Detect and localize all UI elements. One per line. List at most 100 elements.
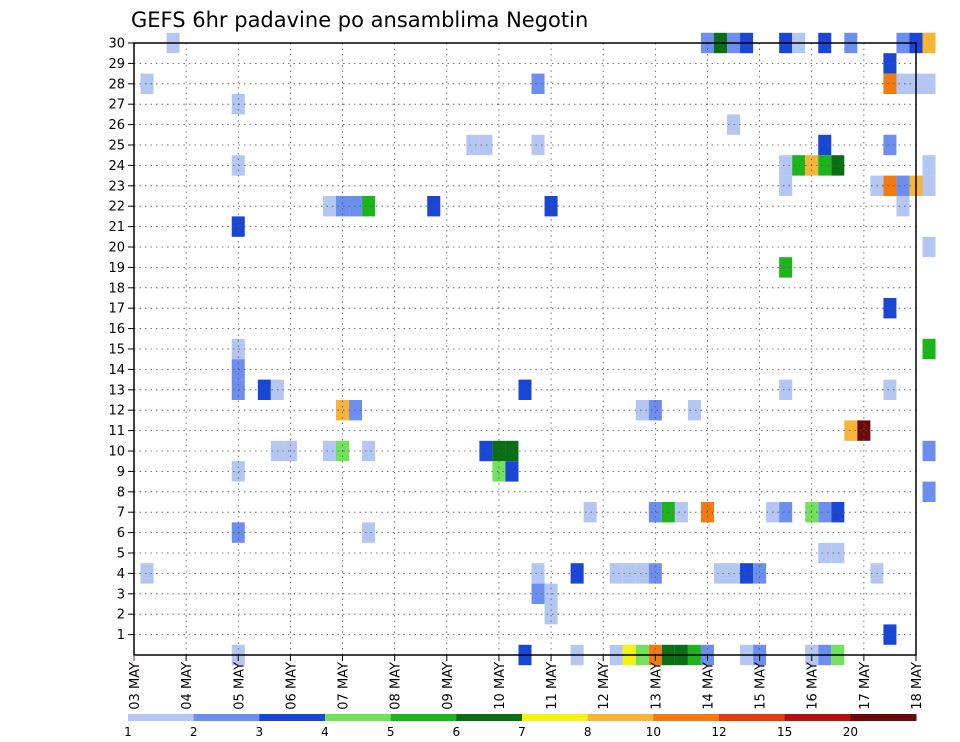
precip-cell bbox=[531, 73, 545, 94]
precip-cell bbox=[896, 73, 910, 94]
x-tick-label: 14 MAY bbox=[701, 662, 716, 710]
precip-cell bbox=[635, 400, 649, 421]
x-tick-label: 04 MAY bbox=[180, 662, 195, 710]
legend-swatch bbox=[193, 714, 260, 721]
color-legend: 1 2 3 4 5 6 7 8 10 12 15 20 bbox=[124, 714, 917, 739]
y-tick-label: 7 bbox=[117, 506, 125, 521]
precip-cell bbox=[922, 73, 936, 94]
precip-cell bbox=[505, 461, 519, 482]
y-tick-label: 26 bbox=[108, 118, 125, 133]
y-tick-label: 5 bbox=[117, 547, 125, 562]
legend-label: 2 bbox=[190, 725, 198, 739]
y-tick-label: 27 bbox=[108, 98, 125, 113]
gridlines bbox=[134, 42, 916, 655]
y-axis: 1234567891011121314151617181920212223242… bbox=[108, 37, 134, 643]
precip-cell bbox=[336, 400, 350, 421]
precip-cell bbox=[779, 502, 793, 523]
y-tick-label: 19 bbox=[108, 261, 125, 276]
y-tick-label: 23 bbox=[108, 179, 125, 194]
y-tick-label: 20 bbox=[108, 241, 125, 256]
x-tick-label: 08 MAY bbox=[389, 662, 404, 710]
precip-cell bbox=[779, 379, 793, 400]
precip-cell bbox=[818, 542, 832, 564]
y-tick-label: 28 bbox=[108, 77, 125, 92]
y-tick-label: 30 bbox=[108, 37, 125, 52]
y-tick-label: 10 bbox=[108, 445, 125, 460]
precip-cell bbox=[257, 379, 271, 400]
x-tick-label: 18 MAY bbox=[910, 662, 925, 710]
y-tick-label: 6 bbox=[117, 526, 125, 541]
legend-swatch bbox=[522, 714, 589, 721]
precip-cell bbox=[349, 400, 363, 421]
legend-label: 8 bbox=[584, 725, 592, 739]
precip-cell bbox=[570, 563, 584, 584]
precip-cell bbox=[818, 134, 832, 156]
precip-cell bbox=[713, 563, 728, 584]
precip-cell bbox=[349, 196, 363, 217]
precip-cell bbox=[583, 502, 597, 523]
y-tick-label: 17 bbox=[108, 302, 125, 317]
x-tick-label: 10 MAY bbox=[493, 662, 508, 710]
x-tick-label: 05 MAY bbox=[232, 662, 247, 710]
x-tick-label: 17 MAY bbox=[858, 662, 873, 710]
x-tick-label: 15 MAY bbox=[754, 662, 769, 710]
precip-cell bbox=[844, 420, 858, 441]
precip-cell bbox=[609, 563, 623, 584]
precip-cell bbox=[531, 583, 545, 604]
legend-swatch bbox=[128, 714, 195, 721]
precip-cell bbox=[336, 196, 350, 217]
precip-cell bbox=[140, 73, 154, 94]
x-tick-label: 13 MAY bbox=[649, 662, 664, 710]
precip-cell bbox=[648, 502, 662, 523]
precip-cell bbox=[883, 134, 897, 156]
legend-label: 15 bbox=[777, 725, 792, 739]
precip-cell bbox=[883, 53, 897, 74]
precip-cell bbox=[922, 338, 936, 360]
precip-cell bbox=[922, 32, 936, 54]
y-tick-label: 29 bbox=[108, 57, 125, 72]
y-tick-label: 21 bbox=[108, 220, 125, 235]
precip-cell bbox=[883, 73, 897, 94]
precip-cell bbox=[779, 155, 793, 176]
precip-cell bbox=[831, 542, 845, 564]
precip-cell bbox=[531, 134, 545, 156]
y-tick-label: 14 bbox=[108, 363, 125, 378]
precip-cell bbox=[362, 196, 376, 217]
y-tick-label: 2 bbox=[117, 608, 125, 623]
precip-cell bbox=[362, 440, 376, 462]
y-tick-label: 22 bbox=[108, 200, 125, 215]
legend-label: 12 bbox=[711, 725, 726, 739]
precip-cell bbox=[466, 134, 480, 156]
x-tick-label: 03 MAY bbox=[128, 662, 143, 710]
legend-label: 1 bbox=[124, 725, 132, 739]
y-tick-label: 13 bbox=[108, 383, 125, 398]
precip-cell bbox=[674, 502, 688, 523]
legend-swatch bbox=[653, 714, 720, 721]
y-tick-label: 9 bbox=[117, 465, 125, 480]
precip-cell bbox=[231, 216, 245, 237]
legend-swatch bbox=[259, 714, 326, 721]
chart-title: GEFS 6hr padavine po ansamblima Negotin bbox=[131, 8, 588, 32]
x-tick-label: 11 MAY bbox=[545, 662, 560, 710]
legend-label: 7 bbox=[518, 725, 526, 739]
y-tick-label: 12 bbox=[108, 404, 125, 419]
precip-cell bbox=[231, 338, 245, 360]
precip-cell bbox=[831, 155, 845, 176]
x-axis: 03 MAY 04 MAY 05 MAY 06 MAY 07 MAY 08 MAY 09 M… bbox=[128, 655, 925, 710]
legend-swatch bbox=[390, 714, 457, 721]
precip-cell bbox=[140, 563, 154, 584]
x-tick-label: 12 MAY bbox=[597, 662, 612, 710]
y-tick-label: 24 bbox=[108, 159, 125, 174]
y-tick-label: 18 bbox=[108, 281, 125, 296]
legend-swatch bbox=[456, 714, 523, 721]
x-tick-label: 09 MAY bbox=[441, 662, 456, 710]
precip-cell bbox=[883, 175, 897, 196]
legend-swatch bbox=[850, 714, 917, 721]
legend-swatch bbox=[784, 714, 851, 721]
precip-cell bbox=[231, 359, 245, 380]
precip-cell bbox=[883, 379, 897, 400]
precip-cell bbox=[740, 563, 754, 584]
y-tick-label: 11 bbox=[108, 424, 125, 439]
precip-cell bbox=[687, 400, 701, 421]
